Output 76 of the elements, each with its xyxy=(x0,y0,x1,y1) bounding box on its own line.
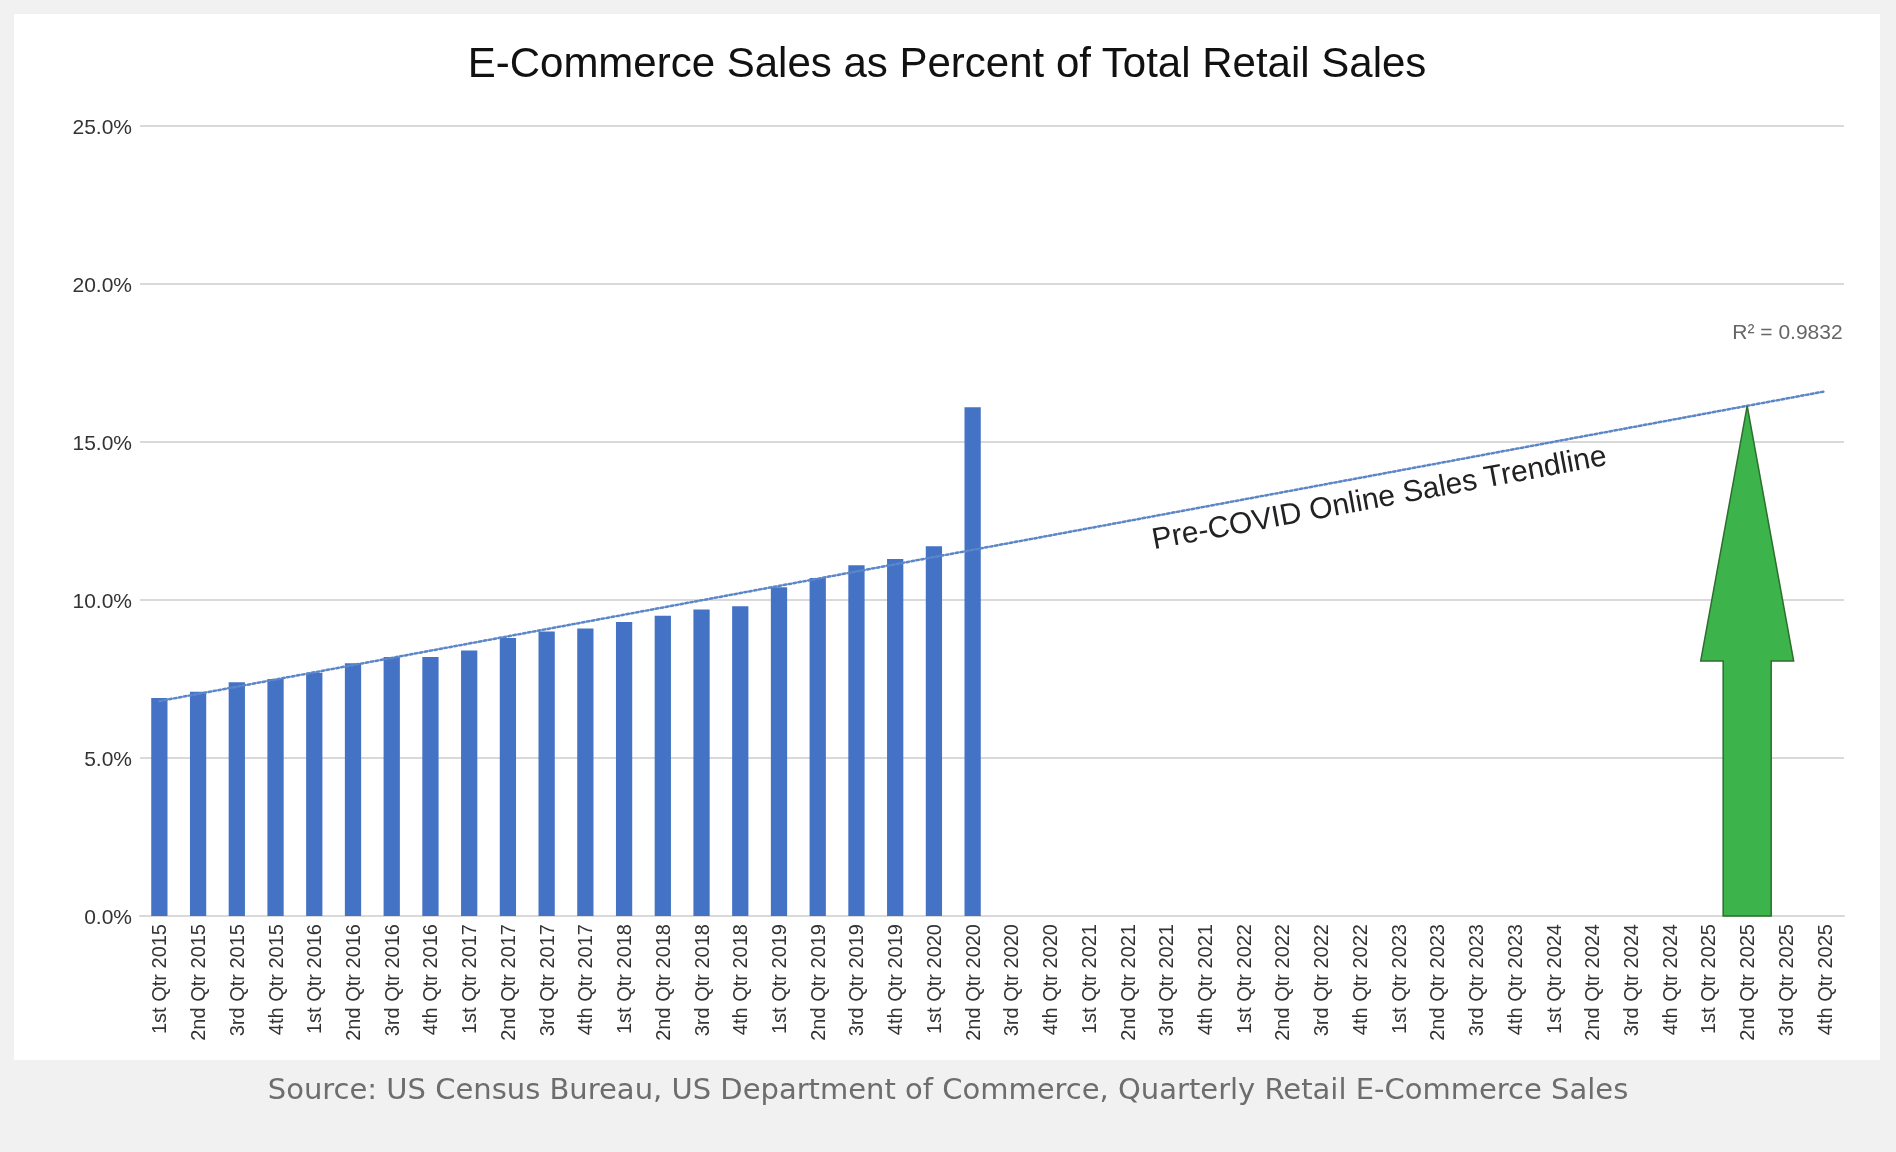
x-tick-label: 1st Qtr 2025 xyxy=(1697,924,1720,1035)
x-tick-label: 4th Qtr 2019 xyxy=(884,924,907,1036)
bar xyxy=(693,609,710,916)
y-tick-label: 10.0% xyxy=(72,588,132,612)
y-tick-label: 25.0% xyxy=(72,114,132,138)
x-tick-label: 1st Qtr 2015 xyxy=(148,924,171,1035)
y-tick-label: 0.0% xyxy=(84,904,132,928)
bar xyxy=(848,565,865,916)
bar xyxy=(189,691,207,916)
x-tick-label: 1st Qtr 2017 xyxy=(458,924,481,1035)
x-tick-label: 1st Qtr 2022 xyxy=(1232,924,1255,1035)
x-tick-label: 3rd Qtr 2018 xyxy=(690,924,713,1037)
y-tick-label: 20.0% xyxy=(72,272,132,296)
x-tick-label: 4th Qtr 2017 xyxy=(574,924,597,1036)
x-tick-label: 2nd Qtr 2017 xyxy=(496,924,519,1041)
x-tick-label: 2nd Qtr 2015 xyxy=(187,924,210,1041)
x-tick-label: 3rd Qtr 2022 xyxy=(1310,924,1333,1037)
bar xyxy=(306,672,323,916)
x-tick-label: 4th Qtr 2022 xyxy=(1348,924,1371,1036)
x-tick-label: 2nd Qtr 2023 xyxy=(1426,924,1449,1041)
bar xyxy=(925,546,943,916)
x-tick-label: 1st Qtr 2018 xyxy=(613,924,636,1035)
bar xyxy=(577,628,594,916)
bar xyxy=(732,606,749,916)
x-tick-label: 2nd Qtr 2016 xyxy=(342,924,364,1041)
x-tick-label: 3rd Qtr 2021 xyxy=(1155,924,1178,1037)
x-tick-label: 2nd Qtr 2024 xyxy=(1581,924,1604,1041)
bar xyxy=(461,650,478,916)
bar xyxy=(499,637,517,916)
x-tick-label: 3rd Qtr 2020 xyxy=(1000,924,1023,1037)
x-tick-label: 1st Qtr 2016 xyxy=(303,924,326,1035)
x-tick-label: 3rd Qtr 2017 xyxy=(535,924,558,1037)
x-tick-label: 3rd Qtr 2019 xyxy=(845,924,868,1037)
x-tick-label: 3rd Qtr 2025 xyxy=(1774,924,1797,1037)
x-tick-label: 4th Qtr 2024 xyxy=(1658,924,1681,1036)
x-tick-label: 3rd Qtr 2024 xyxy=(1620,924,1642,1037)
x-tick-label: 4th Qtr 2023 xyxy=(1503,924,1526,1036)
bar xyxy=(809,577,826,916)
x-tick-label: 4th Qtr 2016 xyxy=(419,924,442,1036)
x-tick-label: 3rd Qtr 2015 xyxy=(225,924,248,1037)
x-tick-label: 2nd Qtr 2019 xyxy=(806,924,829,1041)
text: Pre-COVID Online Sales Trendline xyxy=(1149,438,1609,556)
x-tick-label: 3rd Qtr 2023 xyxy=(1465,924,1488,1037)
bar xyxy=(538,631,555,916)
x-tick-label: 2nd Qtr 2022 xyxy=(1271,924,1294,1041)
x-tick-label: 2nd Qtr 2018 xyxy=(651,924,674,1041)
bar xyxy=(615,622,633,916)
bar xyxy=(151,697,168,916)
bar xyxy=(267,679,284,916)
bar xyxy=(344,663,362,916)
bar xyxy=(887,558,904,916)
x-tick-label: 2nd Qtr 2020 xyxy=(961,924,984,1041)
annotation: R² = 0.9832 xyxy=(1732,319,1843,343)
bar xyxy=(422,656,439,916)
x-tick-label: 1st Qtr 2024 xyxy=(1542,924,1565,1035)
bar xyxy=(228,682,245,916)
bar xyxy=(654,615,671,916)
x-tick-label: 1st Qtr 2020 xyxy=(922,924,945,1035)
x-tick-label: 1st Qtr 2023 xyxy=(1387,924,1410,1035)
bar xyxy=(770,587,788,916)
source-note: Source: US Census Bureau, US Department of Commerce, Quarterly Retail E-Commerce Sales xyxy=(266,1072,1630,1106)
x-tick-label: 3rd Qtr 2016 xyxy=(380,924,403,1037)
bar xyxy=(964,407,981,916)
x-tick-label: 4th Qtr 2015 xyxy=(264,924,287,1036)
x-tick-label: 4th Qtr 2021 xyxy=(1194,924,1216,1036)
x-tick-label: 2nd Qtr 2025 xyxy=(1736,924,1759,1041)
y-tick-label: 5.0% xyxy=(84,746,132,770)
x-tick-label: 2nd Qtr 2021 xyxy=(1116,924,1139,1041)
bar xyxy=(383,656,400,916)
x-tick-label: 1st Qtr 2021 xyxy=(1077,924,1100,1035)
chart-title: E-Commerce Sales as Percent of Total Retail Sales xyxy=(467,38,1427,86)
x-tick-label: 4th Qtr 2020 xyxy=(1039,924,1062,1036)
x-tick-label: 4th Qtr 2018 xyxy=(729,924,752,1036)
x-tick-label: 4th Qtr 2025 xyxy=(1813,924,1836,1036)
x-tick-label: 1st Qtr 2019 xyxy=(768,924,790,1035)
y-tick-label: 15.0% xyxy=(72,430,132,454)
